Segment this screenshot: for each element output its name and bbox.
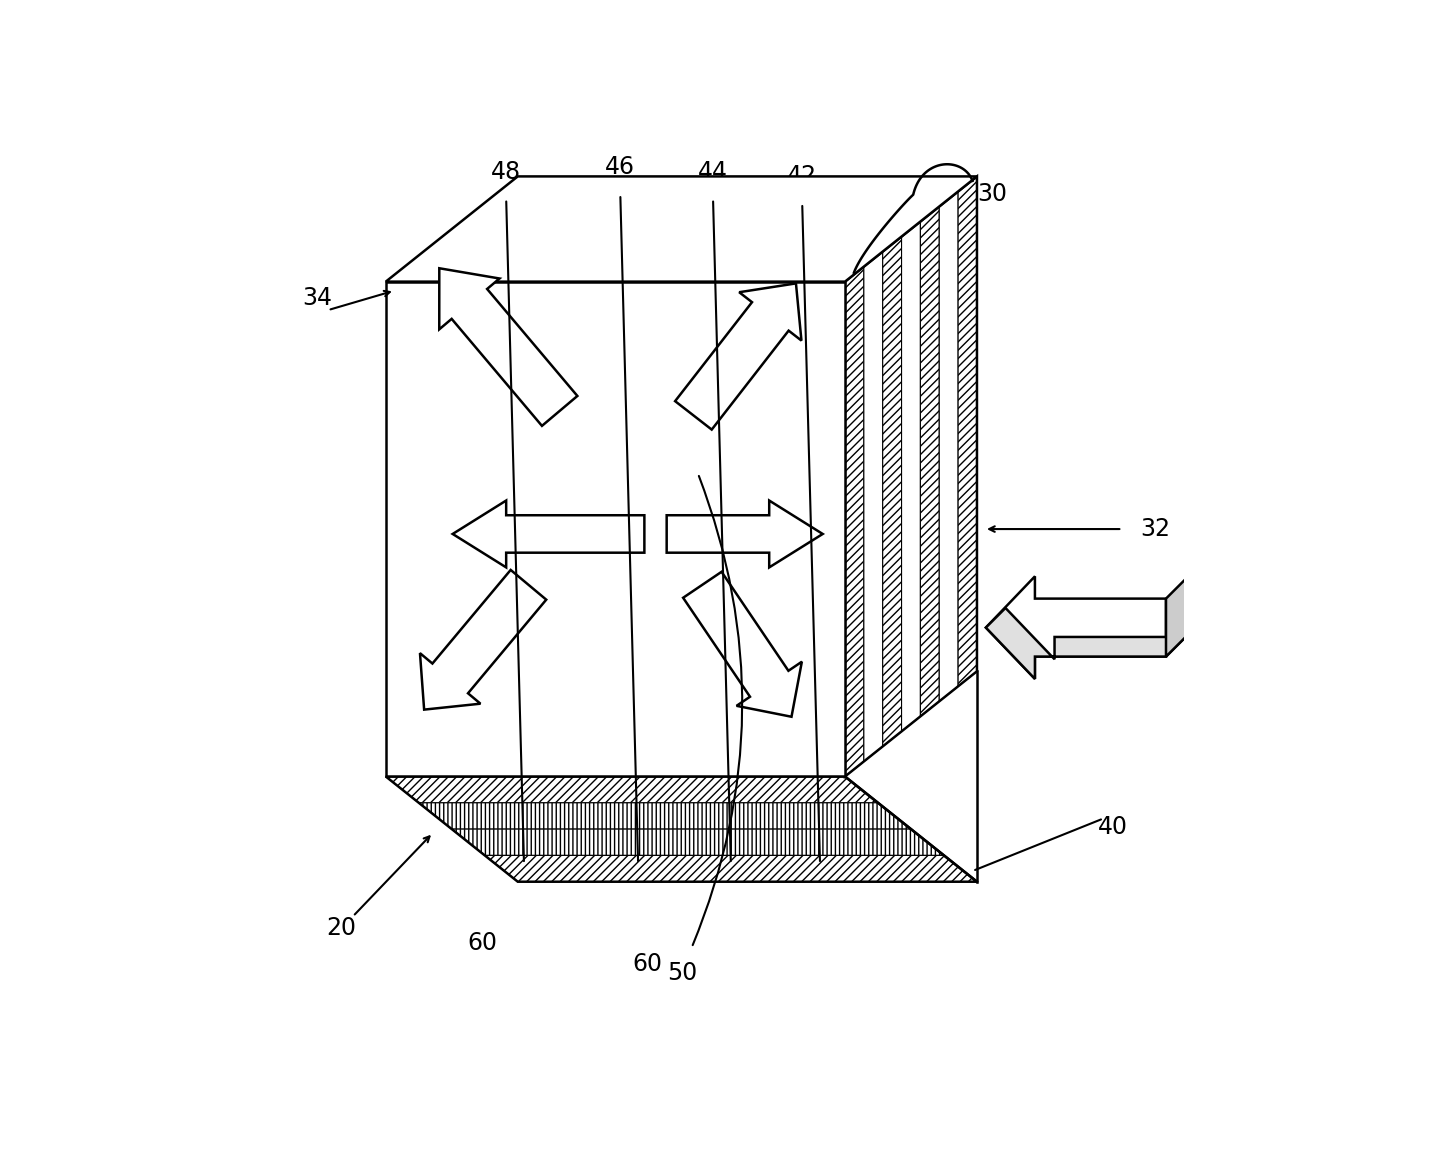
Polygon shape: [920, 206, 939, 717]
Polygon shape: [883, 236, 901, 747]
Polygon shape: [683, 572, 802, 717]
Text: 40: 40: [1097, 815, 1128, 840]
Text: 42: 42: [788, 164, 816, 189]
Polygon shape: [864, 251, 883, 762]
Polygon shape: [675, 284, 802, 430]
Text: 60: 60: [422, 581, 452, 606]
Text: 50: 50: [668, 961, 698, 984]
Polygon shape: [958, 176, 976, 687]
Polygon shape: [386, 777, 878, 802]
Polygon shape: [485, 856, 976, 881]
Polygon shape: [986, 577, 1166, 679]
Text: 60: 60: [632, 952, 662, 976]
Text: 60: 60: [467, 931, 497, 955]
Text: 32: 32: [1140, 518, 1171, 541]
Polygon shape: [901, 221, 920, 732]
Polygon shape: [452, 500, 644, 567]
Text: 44: 44: [698, 160, 729, 184]
Polygon shape: [1166, 579, 1185, 657]
Text: 52: 52: [1135, 601, 1165, 625]
Polygon shape: [386, 176, 976, 281]
Text: 34: 34: [302, 286, 333, 309]
Polygon shape: [419, 802, 912, 829]
Polygon shape: [386, 281, 845, 777]
Polygon shape: [939, 191, 958, 702]
Polygon shape: [845, 266, 864, 777]
Text: 20: 20: [327, 916, 356, 940]
Text: 46: 46: [605, 155, 635, 179]
Text: 30: 30: [978, 182, 1007, 206]
Text: 48: 48: [491, 160, 521, 184]
Polygon shape: [986, 608, 1185, 679]
Polygon shape: [667, 500, 822, 567]
Polygon shape: [439, 269, 577, 426]
Polygon shape: [420, 570, 546, 710]
Polygon shape: [452, 829, 945, 856]
